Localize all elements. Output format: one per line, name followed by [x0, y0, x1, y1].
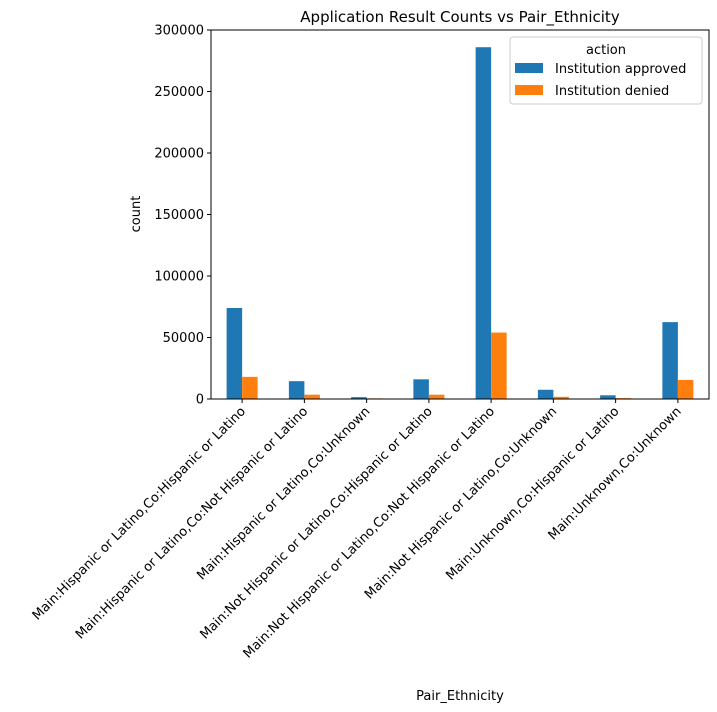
legend-label-approved: Institution approved — [555, 62, 686, 77]
bar-approved-2 — [351, 397, 367, 399]
bar-denied-0 — [242, 376, 258, 399]
legend-label-denied: Institution denied — [555, 84, 669, 99]
x-tick-label-0: Main:Hispanic or Latino,Co:Hispanic or L… — [30, 404, 249, 623]
y-tick-label-4: 200000 — [154, 147, 204, 162]
x-tick-label-7: Main:Unknown,Co:Unknown — [546, 404, 685, 543]
legend-title: action — [586, 43, 626, 58]
x-tick-label-3: Main:Not Hispanic or Latino,Co:Hispanic … — [197, 404, 435, 642]
bar-approved-0 — [226, 307, 243, 399]
legend-frame — [509, 36, 703, 105]
y-tick-label-6: 300000 — [154, 24, 204, 39]
bar-approved-5 — [537, 389, 554, 399]
legend-swatch-approved — [515, 63, 543, 73]
y-tick-label-2: 100000 — [154, 270, 204, 285]
bar-denied-3 — [428, 394, 445, 399]
legend-swatch-denied — [515, 85, 543, 95]
y-tick-label-0: 0 — [196, 393, 204, 408]
bar-approved-4 — [475, 47, 492, 399]
y-tick-label-5: 250000 — [154, 85, 204, 100]
x-tick-label-1: Main:Hispanic or Latino,Co:Not Hispanic … — [73, 404, 311, 642]
legend: action Institution approved Institution … — [509, 36, 703, 105]
x-axis-title: Pair_Ethnicity — [416, 689, 504, 704]
chart-title: Application Result Counts vs Pair_Ethnic… — [300, 8, 620, 27]
y-axis-title: count — [129, 196, 144, 233]
bar-approved-3 — [413, 379, 429, 399]
bar-denied-7 — [677, 379, 694, 399]
bar-approved-7 — [662, 322, 678, 400]
bar-approved-6 — [600, 395, 616, 399]
y-tick-label-1: 50000 — [163, 331, 204, 346]
y-tick-label-3: 150000 — [154, 208, 204, 223]
bar-denied-4 — [491, 332, 507, 399]
bar-denied-1 — [304, 394, 320, 399]
bar-denied-5 — [553, 396, 569, 399]
bar-approved-1 — [288, 381, 305, 399]
